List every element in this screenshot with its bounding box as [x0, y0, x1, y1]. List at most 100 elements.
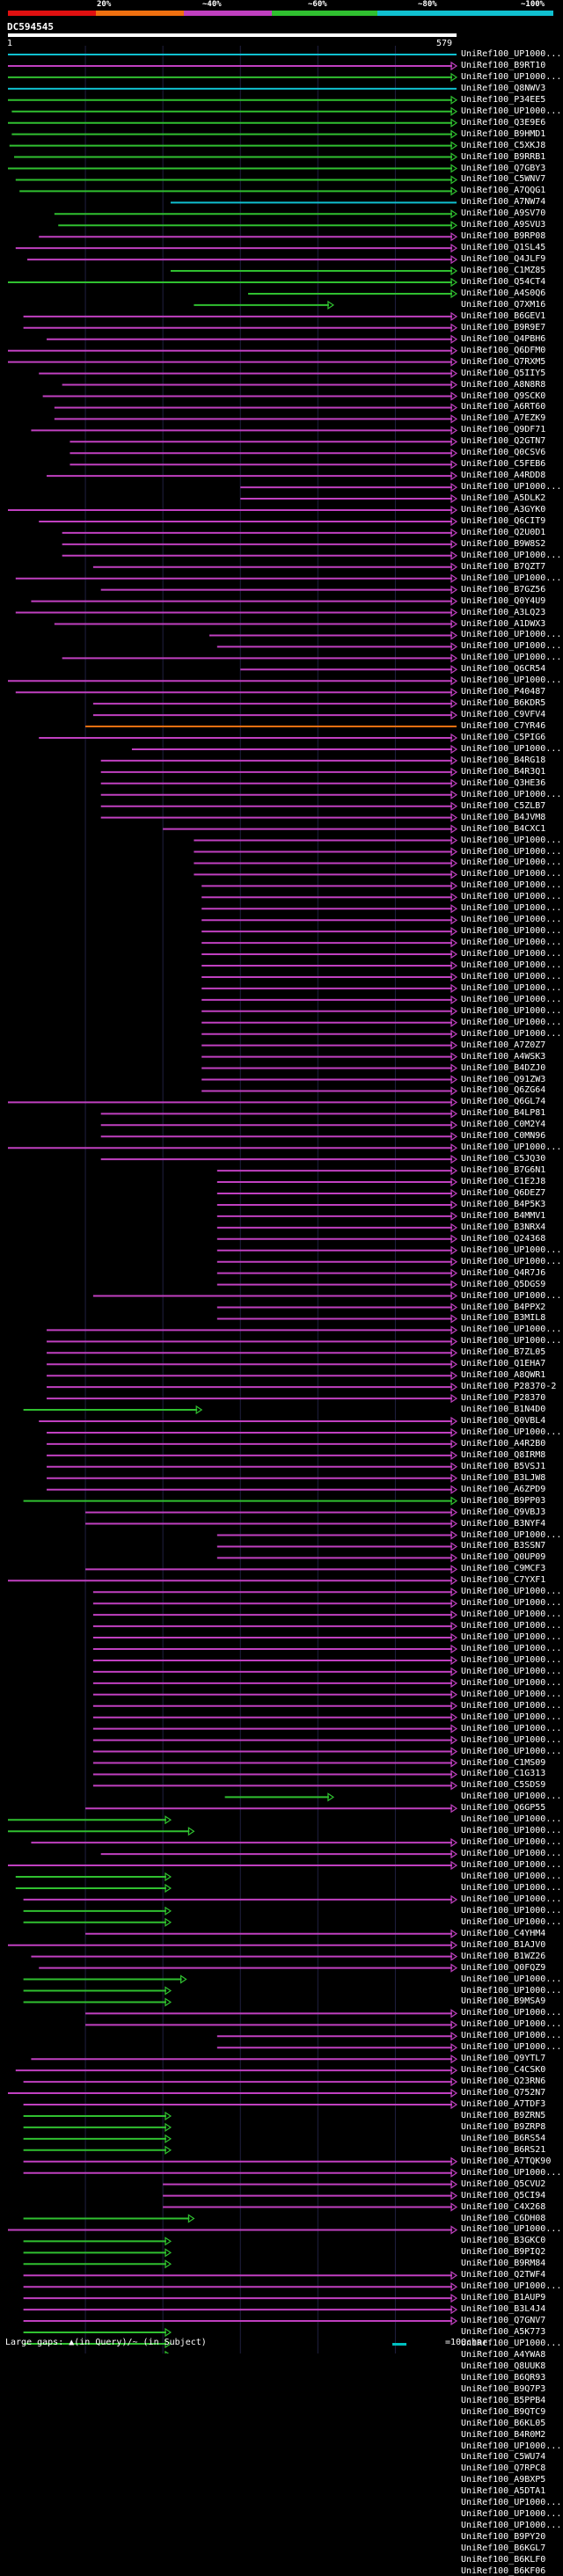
- hit-label[interactable]: UniRef100_B9Q7P3: [461, 2383, 546, 2394]
- hit-label[interactable]: UniRef100_Q9DF71: [461, 425, 546, 435]
- hit-label[interactable]: UniRef100_C1MS09: [461, 1757, 546, 1768]
- hit-label[interactable]: UniRef100_C4X268: [461, 2201, 546, 2212]
- hit-label[interactable]: UniRef100_UP1000...: [461, 1792, 562, 1802]
- hit-label[interactable]: UniRef100_C5ZLB7: [461, 800, 546, 811]
- hit-label[interactable]: UniRef100_A1DWX3: [461, 618, 546, 629]
- hit-label[interactable]: UniRef100_UP1000...: [461, 892, 562, 902]
- hit-label[interactable]: UniRef100_Q6GL74: [461, 1097, 546, 1107]
- hit-label[interactable]: UniRef100_UP1000...: [461, 1882, 562, 1893]
- hit-label[interactable]: UniRef100_UP1000...: [461, 1689, 562, 1699]
- hit-label[interactable]: UniRef100_B9RRB1: [461, 151, 546, 162]
- hit-label[interactable]: UniRef100_UP1000...: [461, 1723, 562, 1733]
- hit-label[interactable]: UniRef100_B6KDR5: [461, 698, 546, 709]
- hit-label[interactable]: UniRef100_C7YR46: [461, 721, 546, 732]
- hit-label[interactable]: UniRef100_Q6DFM0: [461, 345, 546, 355]
- hit-label[interactable]: UniRef100_B9PIQ2: [461, 2247, 546, 2258]
- hit-label[interactable]: UniRef100_UP1000...: [461, 1974, 562, 1984]
- hit-label[interactable]: UniRef100_C5WNV7: [461, 174, 546, 185]
- hit-label[interactable]: UniRef100_UP1000...: [461, 1598, 562, 1609]
- hit-label[interactable]: UniRef100_UP1000...: [461, 2008, 562, 2018]
- hit-label[interactable]: UniRef100_B4R0M2: [461, 2429, 546, 2440]
- hit-label[interactable]: UniRef100_Q4R7J6: [461, 1267, 546, 1278]
- hit-label[interactable]: UniRef100_B6KGL7: [461, 2543, 546, 2554]
- hit-label[interactable]: UniRef100_Q9VBJ3: [461, 1507, 546, 1517]
- hit-label[interactable]: UniRef100_C0MN96: [461, 1131, 546, 1142]
- hit-label[interactable]: UniRef100_B1N4D0: [461, 1405, 546, 1415]
- hit-label[interactable]: UniRef100_B7ZL05: [461, 1347, 546, 1358]
- hit-label[interactable]: UniRef100_Q24368: [461, 1233, 546, 1244]
- hit-label[interactable]: UniRef100_UP1000...: [461, 630, 562, 640]
- hit-label[interactable]: UniRef100_C1G313: [461, 1769, 546, 1779]
- hit-label[interactable]: UniRef100_B6RS21: [461, 2144, 546, 2155]
- hit-label[interactable]: UniRef100_B9PP03: [461, 1495, 546, 1506]
- hit-label[interactable]: UniRef100_A9SV70: [461, 208, 546, 219]
- hit-label[interactable]: UniRef100_A7TQK90: [461, 2156, 552, 2166]
- hit-label[interactable]: UniRef100_Q8IRM8: [461, 1449, 546, 1460]
- hit-label[interactable]: UniRef100_B6KF06: [461, 2565, 546, 2576]
- hit-label[interactable]: UniRef100_Q0Y4U9: [461, 595, 546, 606]
- hit-label[interactable]: UniRef100_C6DH08: [461, 2213, 546, 2223]
- hit-label[interactable]: UniRef100_UP1000...: [461, 71, 562, 82]
- hit-label[interactable]: UniRef100_Q2GTN7: [461, 436, 546, 447]
- hit-label[interactable]: UniRef100_B4PPX2: [461, 1302, 546, 1312]
- hit-label[interactable]: UniRef100_UP1000...: [461, 1290, 562, 1301]
- hit-label[interactable]: UniRef100_UP1000...: [461, 2031, 562, 2041]
- hit-label[interactable]: UniRef100_UP1000...: [461, 857, 562, 868]
- hit-label[interactable]: UniRef100_Q9SCK0: [461, 390, 546, 401]
- hit-label[interactable]: UniRef100_C1E2J8: [461, 1177, 546, 1187]
- hit-label[interactable]: UniRef100_Q7XM16: [461, 299, 546, 310]
- hit-label[interactable]: UniRef100_UP1000...: [461, 2441, 562, 2451]
- hit-label[interactable]: UniRef100_B4MMV1: [461, 1210, 546, 1221]
- hit-label[interactable]: UniRef100_B9RT10: [461, 60, 546, 70]
- hit-label[interactable]: UniRef100_A4YWA8: [461, 2349, 546, 2360]
- hit-label[interactable]: UniRef100_Q7RXM5: [461, 356, 546, 367]
- hit-label[interactable]: UniRef100_Q3E9E6: [461, 117, 546, 128]
- hit-label[interactable]: UniRef100_A3GYK0: [461, 505, 546, 514]
- hit-label[interactable]: UniRef100_UP1000...: [461, 949, 562, 960]
- hit-label[interactable]: UniRef100_P28370: [461, 1393, 546, 1404]
- hit-label[interactable]: UniRef100_Q1EHA7: [461, 1359, 546, 1369]
- hit-label[interactable]: UniRef100_C5JQ30: [461, 1154, 546, 1164]
- hit-label[interactable]: UniRef100_Q6DEZ7: [461, 1188, 546, 1198]
- hit-label[interactable]: UniRef100_Q5DGS9: [461, 1279, 546, 1289]
- hit-label[interactable]: UniRef100_P28370-2: [461, 1382, 557, 1392]
- hit-label[interactable]: UniRef100_UP1000...: [461, 1005, 562, 1016]
- hit-label[interactable]: UniRef100_Q6CR54: [461, 664, 546, 675]
- hit-label[interactable]: UniRef100_B4RG18: [461, 755, 546, 765]
- hit-label[interactable]: UniRef100_Q91ZW3: [461, 1074, 546, 1084]
- hit-label[interactable]: UniRef100_UP1000...: [461, 869, 562, 879]
- hit-label[interactable]: UniRef100_UP1000...: [461, 1028, 562, 1039]
- hit-label[interactable]: UniRef100_P40487: [461, 687, 546, 697]
- hit-label[interactable]: UniRef100_UP1000...: [461, 1872, 562, 1881]
- hit-label[interactable]: UniRef100_UP1000...: [461, 971, 562, 982]
- hit-label[interactable]: UniRef100_UP1000...: [461, 1916, 562, 1927]
- hit-label[interactable]: UniRef100_C5PIG6: [461, 733, 546, 742]
- hit-label[interactable]: UniRef100_UP1000...: [461, 1905, 562, 1916]
- hit-label[interactable]: UniRef100_B9QTC9: [461, 2406, 546, 2417]
- hit-label[interactable]: UniRef100_B1WZ26: [461, 1951, 546, 1961]
- hit-label[interactable]: UniRef100_UP1000...: [461, 1894, 562, 1904]
- hit-label[interactable]: UniRef100_C9MCF3: [461, 1564, 546, 1574]
- hit-label[interactable]: UniRef100_Q4JLF9: [461, 254, 546, 265]
- hit-label[interactable]: UniRef100_UP1000...: [461, 846, 562, 857]
- hit-label[interactable]: UniRef100_UP1000...: [461, 1621, 562, 1631]
- hit-label[interactable]: UniRef100_UP1000...: [461, 2224, 562, 2235]
- hit-label[interactable]: UniRef100_UP1000...: [461, 903, 562, 914]
- hit-label[interactable]: UniRef100_UP1000...: [461, 2042, 562, 2053]
- hit-label[interactable]: UniRef100_B3NYF4: [461, 1518, 546, 1529]
- hit-label[interactable]: UniRef100_B4R3Q1: [461, 766, 546, 777]
- hit-label[interactable]: UniRef100_B3L4J4: [461, 2304, 546, 2315]
- hit-label[interactable]: UniRef100_UP1000...: [461, 1427, 562, 1437]
- hit-label[interactable]: UniRef100_UP1000...: [461, 1860, 562, 1871]
- hit-label[interactable]: UniRef100_B9R9E7: [461, 322, 546, 332]
- hit-label[interactable]: UniRef100_A3LQ23: [461, 607, 546, 617]
- hit-label[interactable]: UniRef100_UP1000...: [461, 1244, 562, 1255]
- hit-label[interactable]: UniRef100_UP1000...: [461, 1587, 562, 1597]
- hit-label[interactable]: UniRef100_UP1000...: [461, 1632, 562, 1643]
- hit-label[interactable]: UniRef100_B7G6N1: [461, 1165, 546, 1176]
- hit-label[interactable]: UniRef100_UP1000...: [461, 880, 562, 891]
- hit-label[interactable]: UniRef100_B1AUP9: [461, 2293, 546, 2303]
- hit-label[interactable]: UniRef100_UP1000...: [461, 1826, 562, 1836]
- hit-label[interactable]: UniRef100_A9BXP5: [461, 2475, 546, 2485]
- hit-label[interactable]: UniRef100_B3GKC0: [461, 2236, 546, 2246]
